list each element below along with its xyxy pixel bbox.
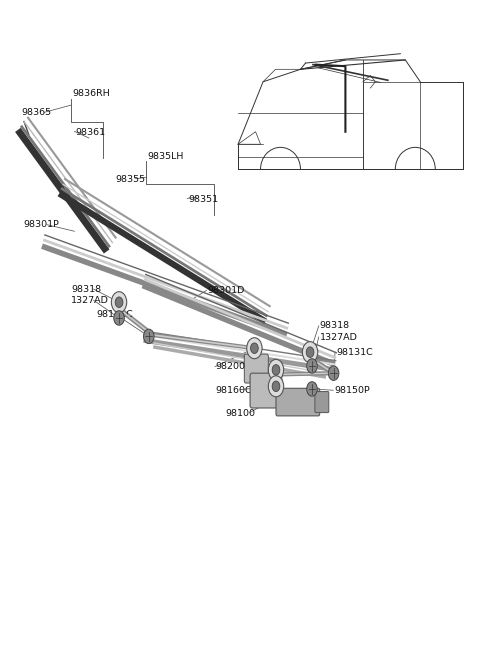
Text: 98301P: 98301P: [23, 220, 59, 229]
Circle shape: [307, 359, 317, 373]
Circle shape: [111, 292, 127, 313]
Text: 9835LH: 9835LH: [148, 152, 184, 161]
Text: 98351: 98351: [188, 195, 218, 204]
Text: 98200: 98200: [215, 362, 245, 371]
Circle shape: [306, 347, 314, 357]
Circle shape: [251, 343, 258, 353]
Circle shape: [272, 365, 280, 375]
Text: 9836RH: 9836RH: [72, 89, 110, 98]
FancyBboxPatch shape: [315, 392, 329, 413]
FancyBboxPatch shape: [276, 388, 320, 416]
Text: 98318: 98318: [320, 321, 350, 330]
Text: 98100: 98100: [226, 409, 255, 419]
Text: 98131C: 98131C: [96, 310, 133, 319]
FancyBboxPatch shape: [250, 373, 282, 408]
Text: 98160C: 98160C: [215, 386, 252, 396]
Circle shape: [115, 297, 123, 307]
Circle shape: [302, 342, 318, 363]
Text: 98355: 98355: [115, 175, 145, 184]
Text: 98150P: 98150P: [334, 386, 370, 396]
Text: 98301D: 98301D: [207, 286, 245, 295]
Text: 98318: 98318: [71, 284, 101, 294]
Text: 98361: 98361: [75, 128, 106, 137]
Circle shape: [307, 382, 317, 396]
FancyBboxPatch shape: [244, 354, 268, 383]
Circle shape: [268, 376, 284, 397]
Text: 98131C: 98131C: [336, 348, 373, 357]
Circle shape: [144, 329, 154, 344]
Circle shape: [328, 366, 339, 380]
Text: 1327AD: 1327AD: [320, 332, 358, 342]
Text: 1327AD: 1327AD: [71, 296, 109, 305]
Circle shape: [272, 381, 280, 392]
Circle shape: [268, 359, 284, 380]
Text: 98365: 98365: [22, 108, 52, 117]
Circle shape: [114, 311, 124, 325]
Circle shape: [247, 338, 262, 359]
